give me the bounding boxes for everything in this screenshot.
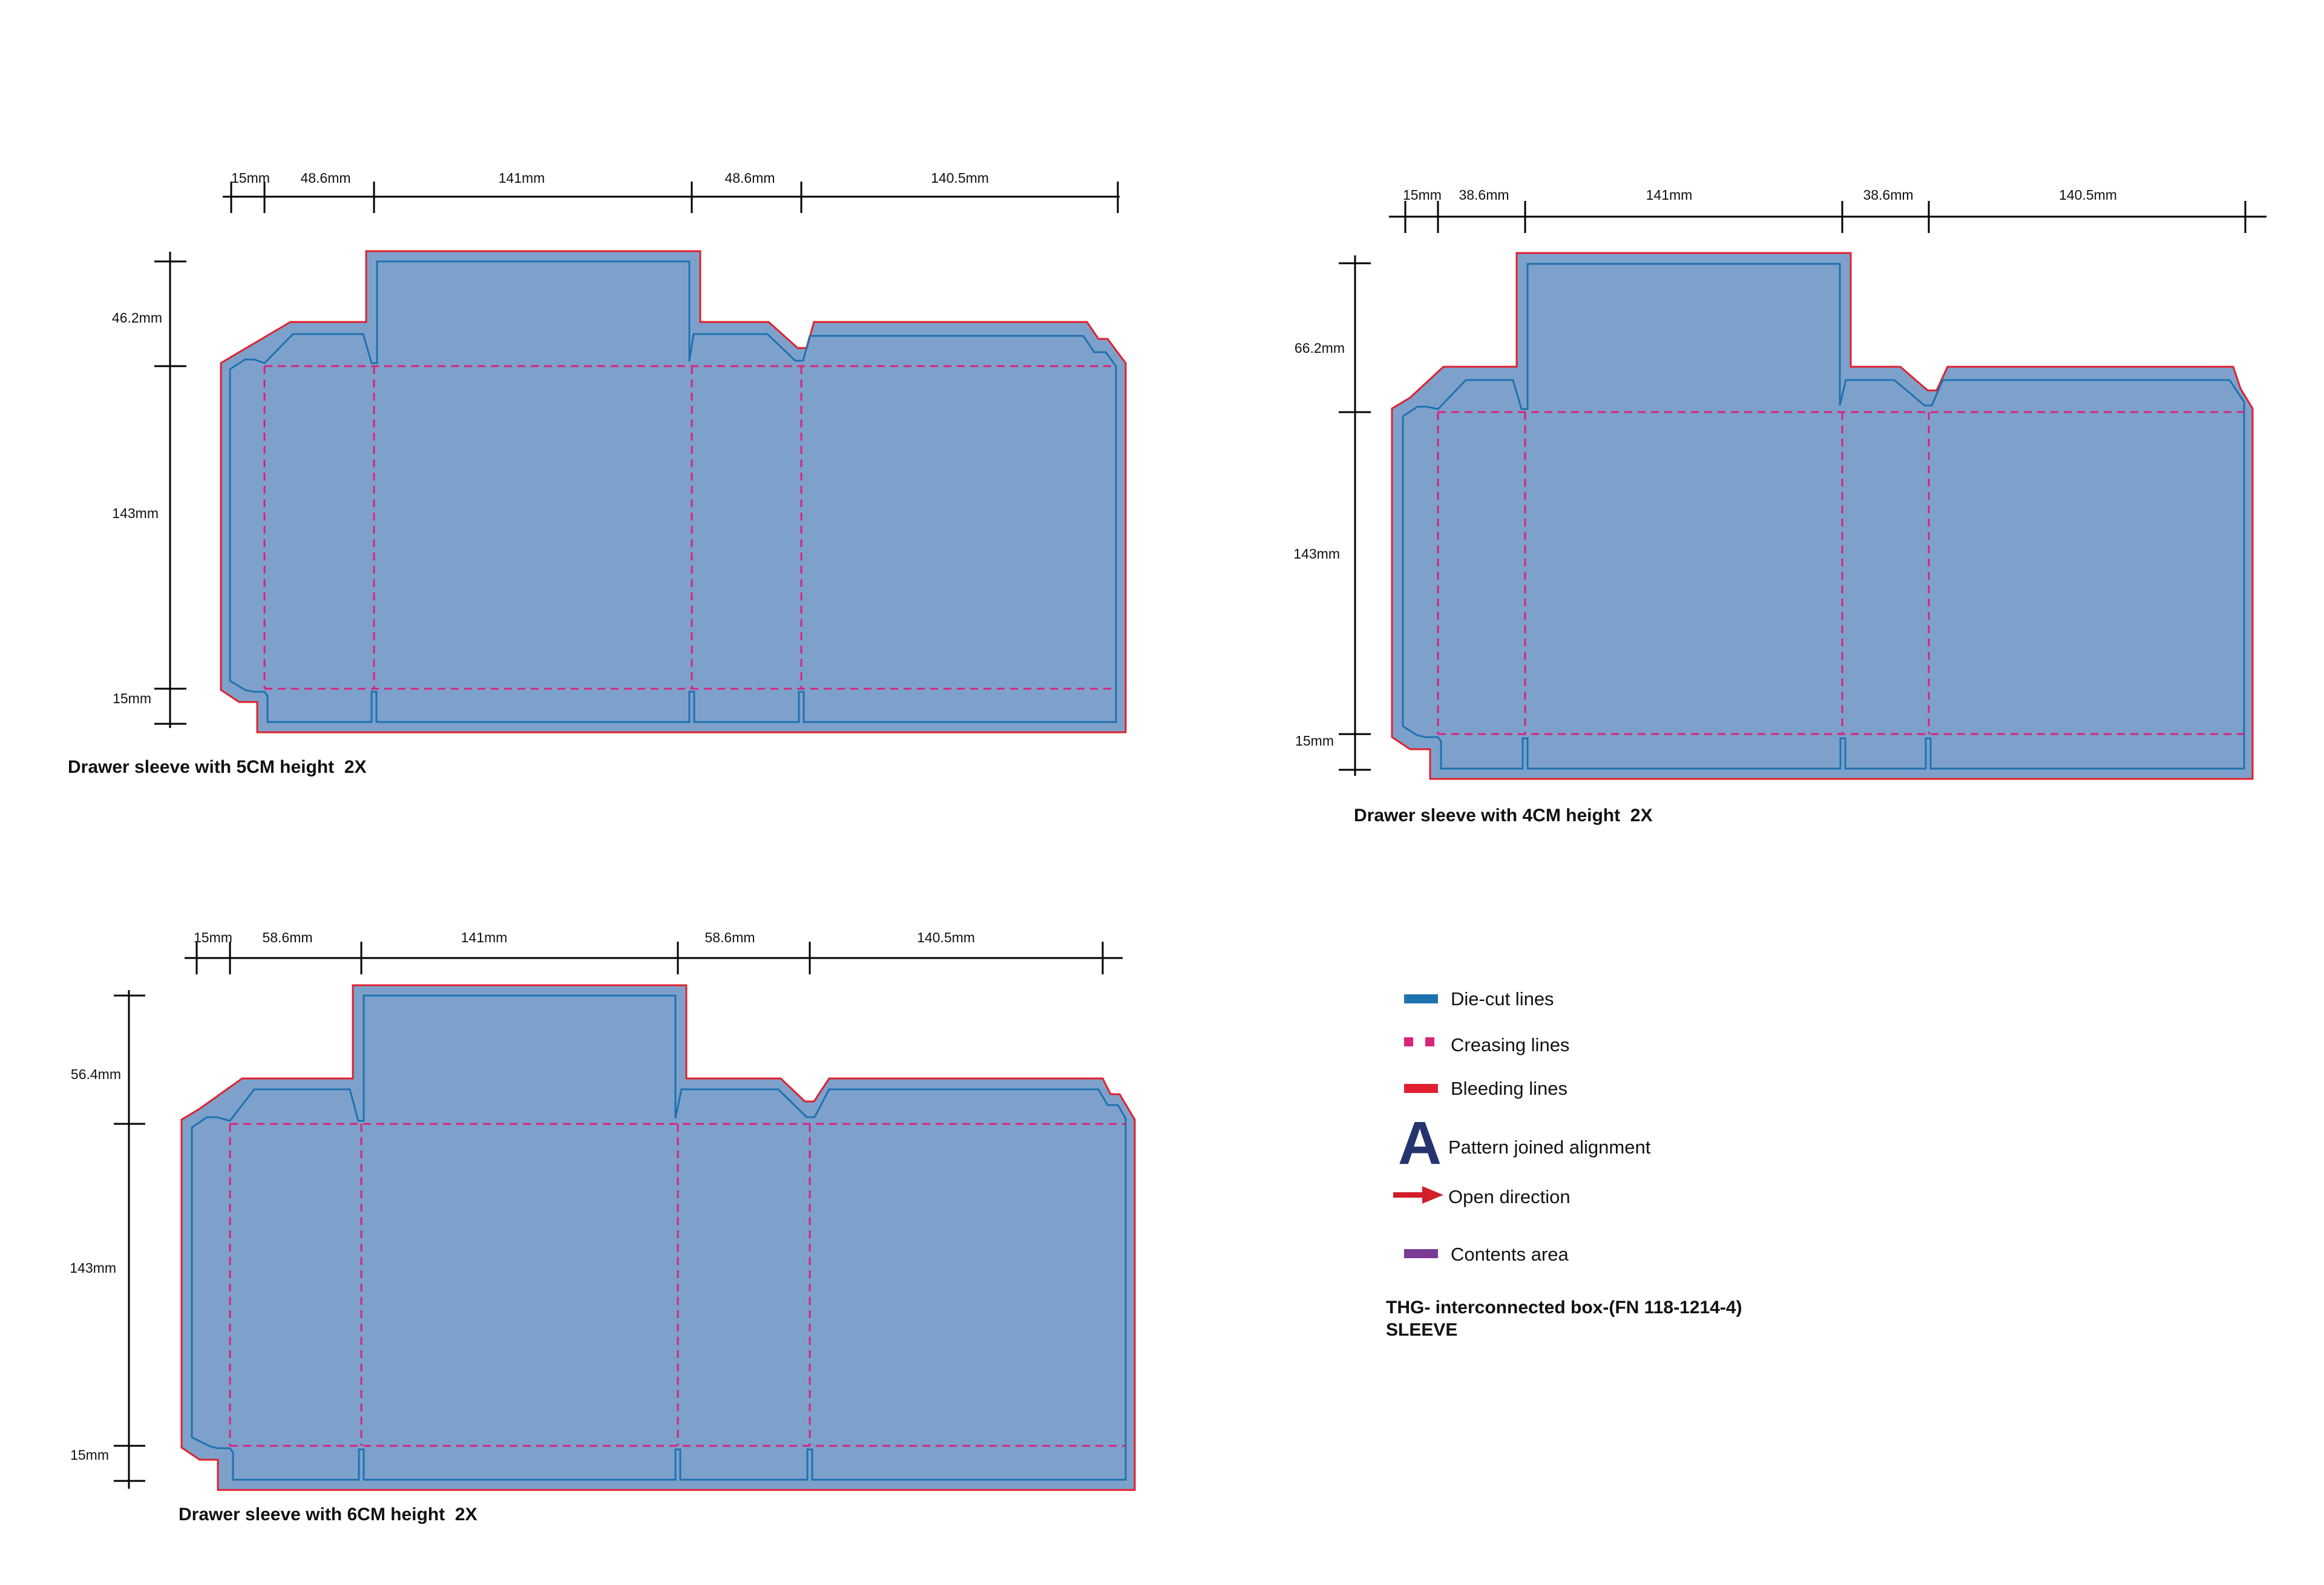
dieline-6cm: 15mm 58.6mm 141mm 58.6mm 140.5mm 56.4mm … [70,930,1136,1524]
width-label: 58.6mm [262,930,312,945]
dieline-caption: Drawer sleeve with 6CM height 2X [179,1505,478,1524]
dieline-caption: Drawer sleeve with 4CM height 2X [1354,806,1653,825]
die-cut-swatch [1404,994,1438,1003]
width-label: 48.6mm [724,170,775,186]
dieline-5cm: 15mm 48.6mm 141mm 48.6mm 140.5mm 46.2mm … [68,170,1127,777]
bleed-outline [220,250,1127,733]
height-dimension-4cm: 66.2mm 143mm 15mm [1293,255,1371,776]
legend-label: Contents area [1451,1244,1569,1265]
bleed-outline [1391,252,2254,780]
dieline-4cm: 15mm 38.6mm 141mm 38.6mm 140.5mm 66.2mm … [1293,187,2267,825]
width-label: 38.6mm [1863,187,1913,203]
crease-lines [263,365,1116,690]
legend-item-die-cut: Die-cut lines [1404,988,1554,1009]
height-label: 15mm [1295,733,1334,749]
die-cut-outline [1402,263,2245,770]
width-dimension-6cm: 15mm 58.6mm 141mm 58.6mm 140.5mm [185,930,1123,974]
die-cut-outline [191,994,1127,1481]
legend-title: THG- interconnected box-(FN 118-1214-4) [1386,1298,1742,1318]
width-label: 15mm [194,930,232,945]
height-dimension-6cm: 56.4mm 143mm 15mm [70,990,145,1489]
width-label: 140.5mm [2059,187,2117,203]
contents-swatch [1404,1249,1438,1258]
height-label: 66.2mm [1295,340,1345,356]
legend-label: Creasing lines [1451,1034,1569,1055]
width-label: 140.5mm [931,170,989,186]
width-label: 15mm [1403,187,1442,203]
pattern-a-icon: A [1398,1109,1442,1177]
width-label: 38.6mm [1459,187,1509,203]
legend-item-creasing: Creasing lines [1404,1034,1569,1055]
height-label: 143mm [1293,546,1340,562]
legend-label: Bleeding lines [1451,1078,1567,1099]
width-label: 141mm [499,170,545,186]
width-label: 141mm [1646,187,1693,203]
width-label: 58.6mm [704,930,755,945]
bleed-outline [180,984,1136,1491]
legend-item-contents: Contents area [1404,1244,1569,1265]
width-dimension-4cm: 15mm 38.6mm 141mm 38.6mm 140.5mm [1389,187,2267,233]
height-label: 56.4mm [71,1066,121,1082]
legend-label: Pattern joined alignment [1448,1137,1651,1158]
width-label: 48.6mm [300,170,350,186]
legend-item-bleeding: Bleeding lines [1404,1078,1567,1099]
legend-item-pattern: A Pattern joined alignment [1398,1109,1651,1177]
height-dimension-5cm: 46.2mm 143mm 15mm [112,252,186,728]
height-label: 143mm [70,1260,116,1276]
legend-item-open-direction: Open direction [1393,1186,1571,1207]
height-label: 15mm [70,1447,109,1463]
width-label: 140.5mm [917,930,975,945]
legend-subtitle: SLEEVE [1386,1320,1457,1340]
height-label: 143mm [112,505,159,521]
width-label: 141mm [461,930,508,945]
legend-label: Open direction [1448,1186,1571,1207]
height-label: 46.2mm [112,310,162,326]
bleeding-swatch [1404,1084,1438,1093]
arrow-right-icon [1393,1186,1443,1204]
crease-lines [1437,411,2244,735]
width-dimension-5cm: 15mm 48.6mm 141mm 48.6mm 140.5mm [223,170,1120,213]
width-label: 15mm [231,170,270,186]
creasing-swatch [1425,1037,1434,1046]
legend-label: Die-cut lines [1451,988,1554,1009]
die-cut-outline [229,260,1117,723]
crease-lines [229,1123,1126,1447]
dieline-caption: Drawer sleeve with 5CM height 2X [68,757,367,777]
height-label: 15mm [113,691,151,706]
legend: Die-cut lines Creasing lines Bleeding li… [1386,988,1742,1340]
creasing-swatch [1404,1037,1413,1046]
